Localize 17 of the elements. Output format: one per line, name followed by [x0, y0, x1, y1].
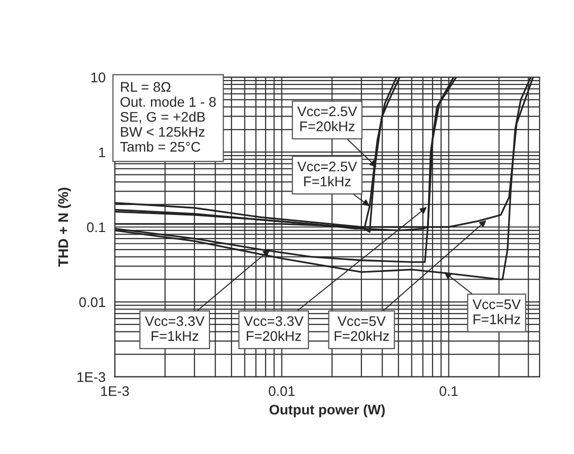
- x-tick-label: 1E-3: [101, 386, 129, 396]
- annotation: RL = 8Ω Out. mode 1 - 8 SE, G = +2dB BW < 125kHz Tamb = 25°C: [120, 82, 216, 152]
- annotation: Vcc=5V F=1kHz: [472, 300, 521, 324]
- y-axis-title: THD + N (%): [58, 188, 71, 267]
- y-tick-label: 0.01: [79, 297, 106, 308]
- y-tick-label: 1: [99, 148, 106, 158]
- y-tick-label: 0.1: [87, 222, 106, 232]
- x-tick-label: 0.1: [440, 386, 458, 396]
- annotation: Vcc=3.3V F=20kHz: [244, 316, 304, 341]
- annotation: Vcc=3.3V F=1kHz: [144, 316, 205, 341]
- annotation: Vcc=2.5V F=20kHz: [297, 106, 358, 132]
- y-tick-label: 10: [91, 72, 106, 82]
- annotation: Vcc=2.5V F=1kHz: [297, 162, 358, 186]
- x-axis-title: Output power (W): [270, 404, 385, 418]
- x-tick-label: 0.01: [268, 386, 295, 396]
- y-tick-label: 1E-3: [77, 372, 106, 382]
- annotation: Vcc=5V F=20kHz: [334, 316, 389, 341]
